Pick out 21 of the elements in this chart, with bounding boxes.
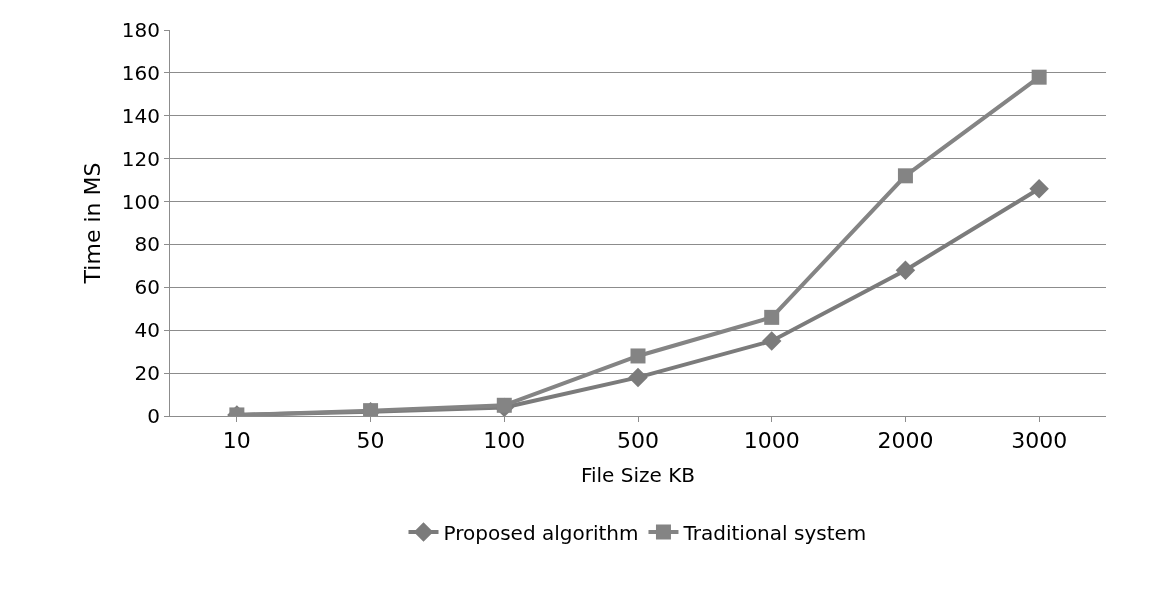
y-tick-label: 160 xyxy=(121,60,160,85)
x-axis-title: File Size KB xyxy=(580,462,696,487)
x-tick-label: 3000 xyxy=(1011,428,1068,454)
y-tick-label: 80 xyxy=(134,232,160,257)
legend-label: Proposed algorithm xyxy=(443,520,639,545)
x-tick-label: 50 xyxy=(356,428,385,454)
legend-label: Traditional system xyxy=(682,520,867,545)
x-tick-label: 1000 xyxy=(743,428,800,454)
x-tick-label: 2000 xyxy=(877,428,934,454)
x-tick-label: 500 xyxy=(617,428,659,454)
x-tick-label: 10 xyxy=(222,428,251,454)
x-tick-label: 100 xyxy=(483,428,526,454)
y-tick-label: 40 xyxy=(134,318,160,343)
y-tick-label: 100 xyxy=(121,189,160,214)
y-tick-label: 140 xyxy=(121,103,160,128)
y-tick-label: 180 xyxy=(121,18,160,42)
y-tick-label: 120 xyxy=(121,146,160,171)
y-tick-label: 0 xyxy=(147,404,160,428)
y-tick-label: 20 xyxy=(134,361,160,386)
y-axis-title: Time in MS xyxy=(79,162,105,285)
y-tick-label: 60 xyxy=(134,275,160,300)
